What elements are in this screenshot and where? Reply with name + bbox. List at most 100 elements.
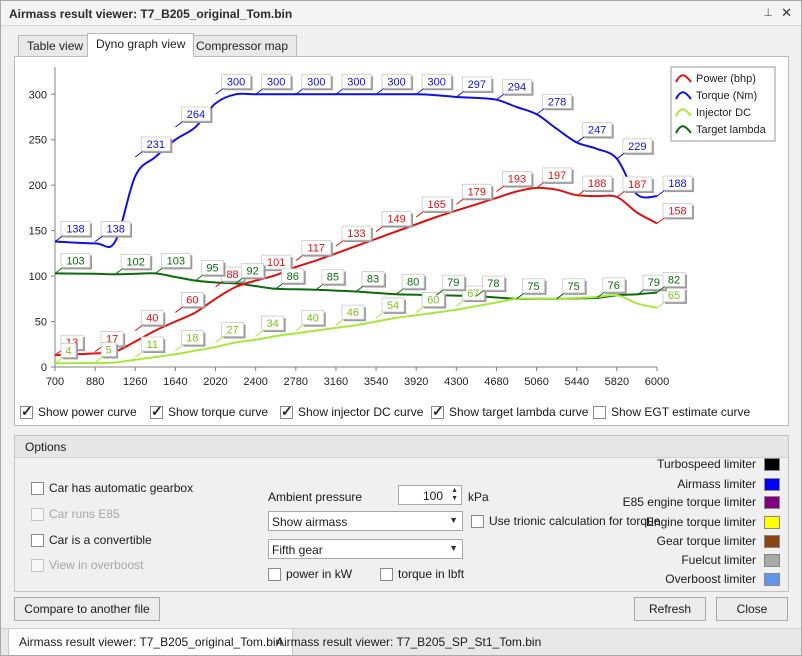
spin-down-icon[interactable]: ▼ <box>451 495 458 502</box>
gear-value: Fifth gear <box>272 543 323 557</box>
checkbox-box[interactable] <box>20 403 33 420</box>
data-label-leader <box>255 87 264 95</box>
checkbox-box <box>31 507 44 521</box>
ambient-pressure-unit: kPa <box>468 490 489 504</box>
spin-up-icon[interactable]: ▲ <box>451 487 458 494</box>
data-label-torque-nm-: 300 <box>428 76 446 88</box>
data-label-box <box>301 240 332 256</box>
x-tick-label: 1640 <box>163 376 187 388</box>
data-label-target-lambda: 85 <box>327 272 339 284</box>
show-target-lambda-curve-checkbox[interactable]: Show target lambda curve <box>431 403 588 420</box>
data-label-target-lambda: 103 <box>167 255 185 267</box>
x-tick-label: 2780 <box>284 376 308 388</box>
close-button[interactable]: Close <box>716 597 788 621</box>
data-label-box <box>542 167 572 183</box>
checkbox-box[interactable] <box>31 481 44 495</box>
checkbox-box[interactable] <box>593 405 606 419</box>
data-label-box <box>662 175 693 191</box>
data-label-injector-dc: 5 <box>106 344 112 356</box>
data-label-target-lambda: 82 <box>668 274 680 286</box>
data-label-target-lambda: 75 <box>568 281 580 293</box>
automatic-gearbox-label: Car has automatic gearbox <box>49 481 194 495</box>
car-runs-e85-checkbox: Car runs E85 <box>31 507 120 521</box>
compare-to-another-file-button[interactable]: Compare to another file <box>14 597 160 621</box>
checkbox-box[interactable] <box>268 567 281 581</box>
checkbox-box[interactable] <box>31 533 44 547</box>
data-label-leader <box>235 276 244 284</box>
data-label-leader <box>155 266 164 274</box>
data-label-box <box>281 268 305 284</box>
data-label-box <box>60 221 91 236</box>
data-label-box <box>421 292 445 307</box>
x-tick-label: 5060 <box>524 376 548 388</box>
chevron-down-icon[interactable]: ▼ <box>449 543 458 553</box>
data-label-target-lambda: 80 <box>407 276 419 288</box>
data-label-leader <box>215 280 224 288</box>
x-tick-label: 3540 <box>364 376 388 388</box>
convertible-checkbox[interactable]: Car is a convertible <box>31 533 152 547</box>
show-power-curve-checkbox[interactable]: Show power curve <box>20 403 137 420</box>
data-label-injector-dc: 4 <box>65 345 71 357</box>
checkbox-box[interactable] <box>280 403 293 420</box>
chevron-down-icon[interactable]: ▼ <box>449 515 458 525</box>
data-label-injector-dc: 65 <box>668 290 680 302</box>
checkbox-box[interactable] <box>471 514 484 528</box>
data-label-box <box>562 278 586 294</box>
limiter-engine-torque: Engine torque limiter <box>646 514 780 530</box>
pin-icon[interactable]: ⊥ <box>763 7 773 19</box>
trionic-calculation-checkbox[interactable]: Use trionic calculation for torque <box>471 514 660 528</box>
torque-in-lbft-checkbox[interactable]: torque in lbft <box>380 567 464 581</box>
data-label-torque-nm-: 188 <box>668 178 686 190</box>
limiter-label: Airmass limiter <box>677 477 756 491</box>
data-label-power-bhp-: 158 <box>668 205 686 217</box>
checkbox-box[interactable] <box>380 567 393 581</box>
x-tick-label: 5820 <box>605 376 629 388</box>
data-label-torque-nm-: 300 <box>307 76 325 88</box>
data-label-leader <box>54 266 64 274</box>
data-label-leader <box>496 185 505 192</box>
gear-select[interactable]: Fifth gear ▼ <box>268 539 463 559</box>
automatic-gearbox-checkbox[interactable]: Car has automatic gearbox <box>31 481 193 495</box>
display-mode-select[interactable]: Show airmass ▼ <box>268 511 463 531</box>
data-label-box <box>261 315 285 331</box>
show-injector-dc-curve-checkbox[interactable]: Show injector DC curve <box>280 403 423 420</box>
x-tick-label: 6000 <box>645 376 669 388</box>
data-label-leader <box>536 181 545 189</box>
show-torque-curve-label: Show torque curve <box>168 405 269 419</box>
data-label-leader <box>496 93 505 101</box>
refresh-button[interactable]: Refresh <box>634 597 706 621</box>
data-label-leader <box>54 235 64 242</box>
tab-dyno-graph-view[interactable]: Dyno graph view <box>87 33 195 57</box>
power-in-kw-checkbox[interactable]: power in kW <box>268 567 352 581</box>
data-label-power-bhp-: 165 <box>428 199 446 211</box>
legend-entry: Torque (Nm) <box>696 90 757 102</box>
data-label-leader <box>114 267 124 275</box>
data-label-torque-nm-: 247 <box>588 124 606 136</box>
tab-compressor-map[interactable]: Compressor map <box>187 35 298 56</box>
convertible-label: Car is a convertible <box>49 533 152 547</box>
close-window-icon[interactable]: ✕ <box>781 5 792 20</box>
limiter-fuelcut: Fuelcut limiter <box>681 552 780 568</box>
data-label-box <box>301 310 325 326</box>
data-label-box <box>180 330 204 346</box>
limiter-label: E85 engine torque limiter <box>622 495 756 509</box>
data-label-box <box>381 73 412 89</box>
document-tab-sp-st1[interactable]: Airmass result viewer: T7_B205_SP_St1_To… <box>276 635 542 649</box>
limiter-color-swatch <box>764 572 780 586</box>
document-tab-original[interactable]: Airmass result viewer: T7_B205_original_… <box>8 629 294 656</box>
data-label-leader <box>536 107 545 115</box>
data-label-box <box>582 175 613 191</box>
data-label-torque-nm-: 278 <box>548 96 566 108</box>
ambient-pressure-value[interactable]: 100 <box>422 489 443 503</box>
ambient-pressure-spinner[interactable]: 100 ▲ ▼ <box>398 485 462 505</box>
legend-entry: Target lambda <box>696 124 767 136</box>
data-label-torque-nm-: 264 <box>187 109 205 121</box>
tab-table-view[interactable]: Table view <box>18 35 93 56</box>
show-torque-curve-checkbox[interactable]: Show torque curve <box>150 403 269 420</box>
show-egt-estimate-curve-checkbox[interactable]: Show EGT estimate curve <box>593 405 750 419</box>
data-label-leader <box>195 274 204 282</box>
data-label-power-bhp-: 197 <box>548 170 566 182</box>
data-label-leader <box>456 197 465 205</box>
checkbox-box[interactable] <box>150 403 163 420</box>
checkbox-box[interactable] <box>431 403 444 420</box>
